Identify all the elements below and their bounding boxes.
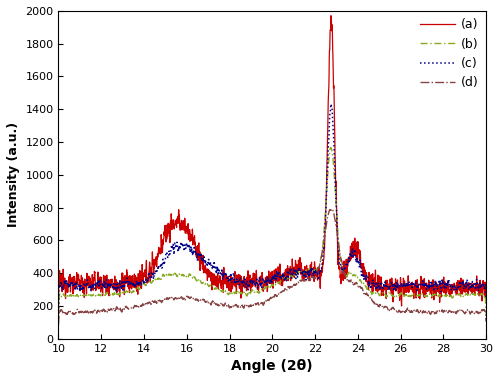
- (b): [328, 145, 334, 150]
- (b): [78, 293, 84, 297]
- (c): [252, 281, 258, 286]
- (a): [471, 286, 477, 291]
- (b): [392, 294, 398, 298]
- (b): [470, 292, 476, 296]
- (d): [392, 309, 398, 313]
- (c): [78, 285, 84, 289]
- (a): [328, 13, 334, 18]
- (c): [483, 297, 489, 302]
- X-axis label: Angle (2θ): Angle (2θ): [232, 359, 313, 373]
- (a): [483, 290, 489, 294]
- (b): [252, 289, 258, 294]
- Y-axis label: Intensity (a.u.): Intensity (a.u.): [7, 122, 20, 227]
- (c): [56, 310, 62, 314]
- Line: (a): (a): [58, 16, 486, 312]
- (c): [392, 284, 398, 289]
- (d): [471, 310, 477, 315]
- (c): [470, 285, 476, 289]
- Line: (d): (d): [58, 210, 486, 325]
- Line: (b): (b): [58, 147, 486, 314]
- (a): [470, 289, 476, 294]
- (d): [56, 322, 62, 327]
- (c): [328, 102, 334, 106]
- (a): [392, 282, 398, 287]
- (b): [264, 284, 270, 288]
- (b): [56, 311, 62, 316]
- (d): [327, 207, 333, 212]
- (a): [252, 279, 258, 284]
- (d): [483, 319, 489, 324]
- (d): [470, 310, 476, 315]
- (a): [56, 309, 62, 314]
- (a): [264, 284, 270, 288]
- Legend: (a), (b), (c), (d): (a), (b), (c), (d): [414, 13, 484, 94]
- (c): [471, 283, 477, 287]
- (d): [264, 299, 270, 303]
- (c): [264, 277, 270, 282]
- (b): [471, 292, 477, 296]
- (d): [78, 310, 84, 315]
- Line: (c): (c): [58, 104, 486, 312]
- (a): [78, 283, 84, 287]
- (b): [483, 312, 489, 316]
- (d): [252, 302, 258, 306]
